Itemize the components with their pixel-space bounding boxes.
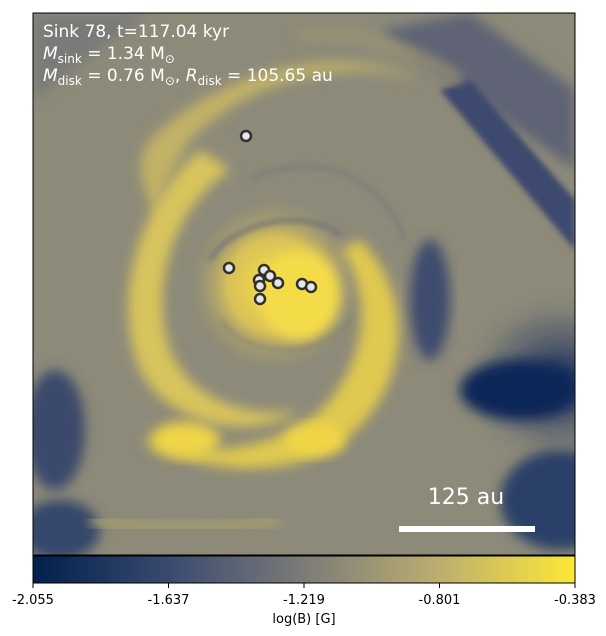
scalebar [399, 526, 535, 532]
colorbar-tick-label: -2.055 [12, 593, 54, 608]
disk-properties-label: Mdisk = 0.76 M⊙, Rdisk = 105.65 au [43, 66, 333, 88]
colorbar-label: log(B) [G] [272, 612, 335, 627]
panel-title: Sink 78, t=117.04 kyr [43, 22, 229, 42]
sink-particle [271, 276, 285, 290]
sink-particle [304, 280, 318, 294]
colorbar [32, 555, 576, 584]
sink-particle [253, 279, 267, 293]
sink-mass-label: Msink = 1.34 M⊙ [43, 44, 175, 66]
colorbar-tick-label: -0.383 [554, 593, 596, 608]
sink-particle [222, 261, 236, 275]
sink-particle [253, 292, 267, 306]
sink-particles [222, 129, 318, 306]
colorbar-tick-label: -0.801 [419, 593, 461, 608]
colorbar-tick-label: -1.219 [283, 593, 325, 608]
sink-particle [263, 269, 277, 283]
sink-particle [239, 129, 253, 143]
colorbar-ticks: -2.055 -1.637 -1.219 -0.801 -0.383 [12, 583, 596, 608]
magnetic-field-map [33, 13, 575, 555]
scalebar-label: 125 au [428, 485, 504, 510]
colorbar-tick-label: -1.637 [148, 593, 190, 608]
